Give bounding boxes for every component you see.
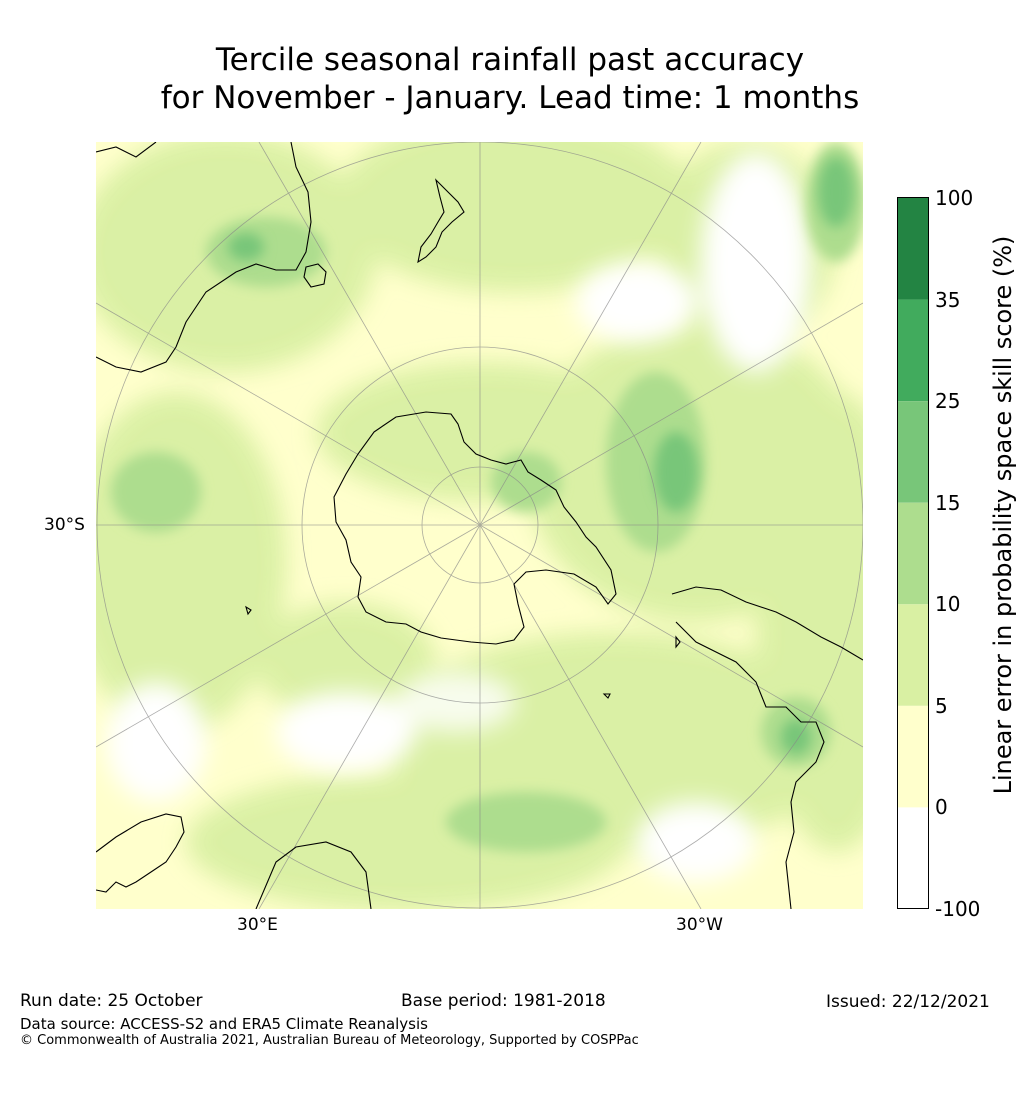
coastline-africa <box>96 813 185 893</box>
coastline-island-1 <box>245 605 252 616</box>
map-title-line-1: Tercile seasonal rainfall past accuracy <box>215 42 805 78</box>
colorbar-tick-label: 25 <box>935 389 961 414</box>
colorbar-tick-label: 5 <box>935 693 948 718</box>
colorbar-bin-1 <box>898 299 929 402</box>
colorbar-tick-label: 35 <box>935 287 961 312</box>
coastline-south-america-lower <box>675 621 825 909</box>
colorbar-label: Linear error in probability space skill … <box>989 235 1017 795</box>
coastline-new-zealand <box>417 178 465 264</box>
skill-areas-10-15 <box>111 142 863 852</box>
coastline-australia-north <box>96 142 157 158</box>
colorbar-bin-0 <box>898 198 929 300</box>
colorbar-frame <box>897 197 929 909</box>
colorbar-bin-4 <box>898 604 929 706</box>
graticule-label-lon-west: 30°W <box>676 915 723 935</box>
colorbar-tick-label: 15 <box>935 490 961 515</box>
colorbar-bin-3 <box>898 502 929 605</box>
footer-issued: Issued: 22/12/2021 <box>826 992 990 1012</box>
footer-base-period: Base period: 1981-2018 <box>401 991 606 1011</box>
colorbar-tick-label: 0 <box>935 795 948 820</box>
skill-areas-15-25 <box>228 157 854 755</box>
coastline-antarctica <box>333 411 617 645</box>
colorbar-tick-label: -100 <box>935 897 981 921</box>
footer-data-source: Data source: ACCESS-S2 and ERA5 Climate … <box>20 1015 428 1033</box>
coastline-tasmania <box>303 263 327 288</box>
colorbar-tick-label: 10 <box>935 592 961 617</box>
footer-run-date: Run date: 25 October <box>20 991 203 1011</box>
coastlines <box>96 142 863 909</box>
colorbar <box>897 197 929 909</box>
coastline-south-america <box>671 586 863 661</box>
skill-areas-negative <box>106 152 811 882</box>
graticule-label-lon-east: 30°E <box>237 915 278 935</box>
graticule <box>96 142 863 909</box>
footer-copyright: © Commonwealth of Australia 2021, Austra… <box>20 1033 639 1048</box>
colorbar-bin-2 <box>898 401 929 503</box>
graticule-label-lat: 30°S <box>44 515 85 535</box>
coastline-africa-south <box>255 841 372 909</box>
coastline-australia <box>96 142 312 373</box>
map-title-line-2: for November - January. Lead time: 1 mon… <box>160 80 860 116</box>
coastline-island-3 <box>675 635 681 649</box>
colorbar-bin-5 <box>898 705 929 808</box>
colorbar-tick-label: 100 <box>935 186 974 210</box>
polar-skill-map <box>96 142 863 909</box>
colorbar-bin-6 <box>898 807 929 909</box>
coastline-island-2 <box>602 693 611 699</box>
